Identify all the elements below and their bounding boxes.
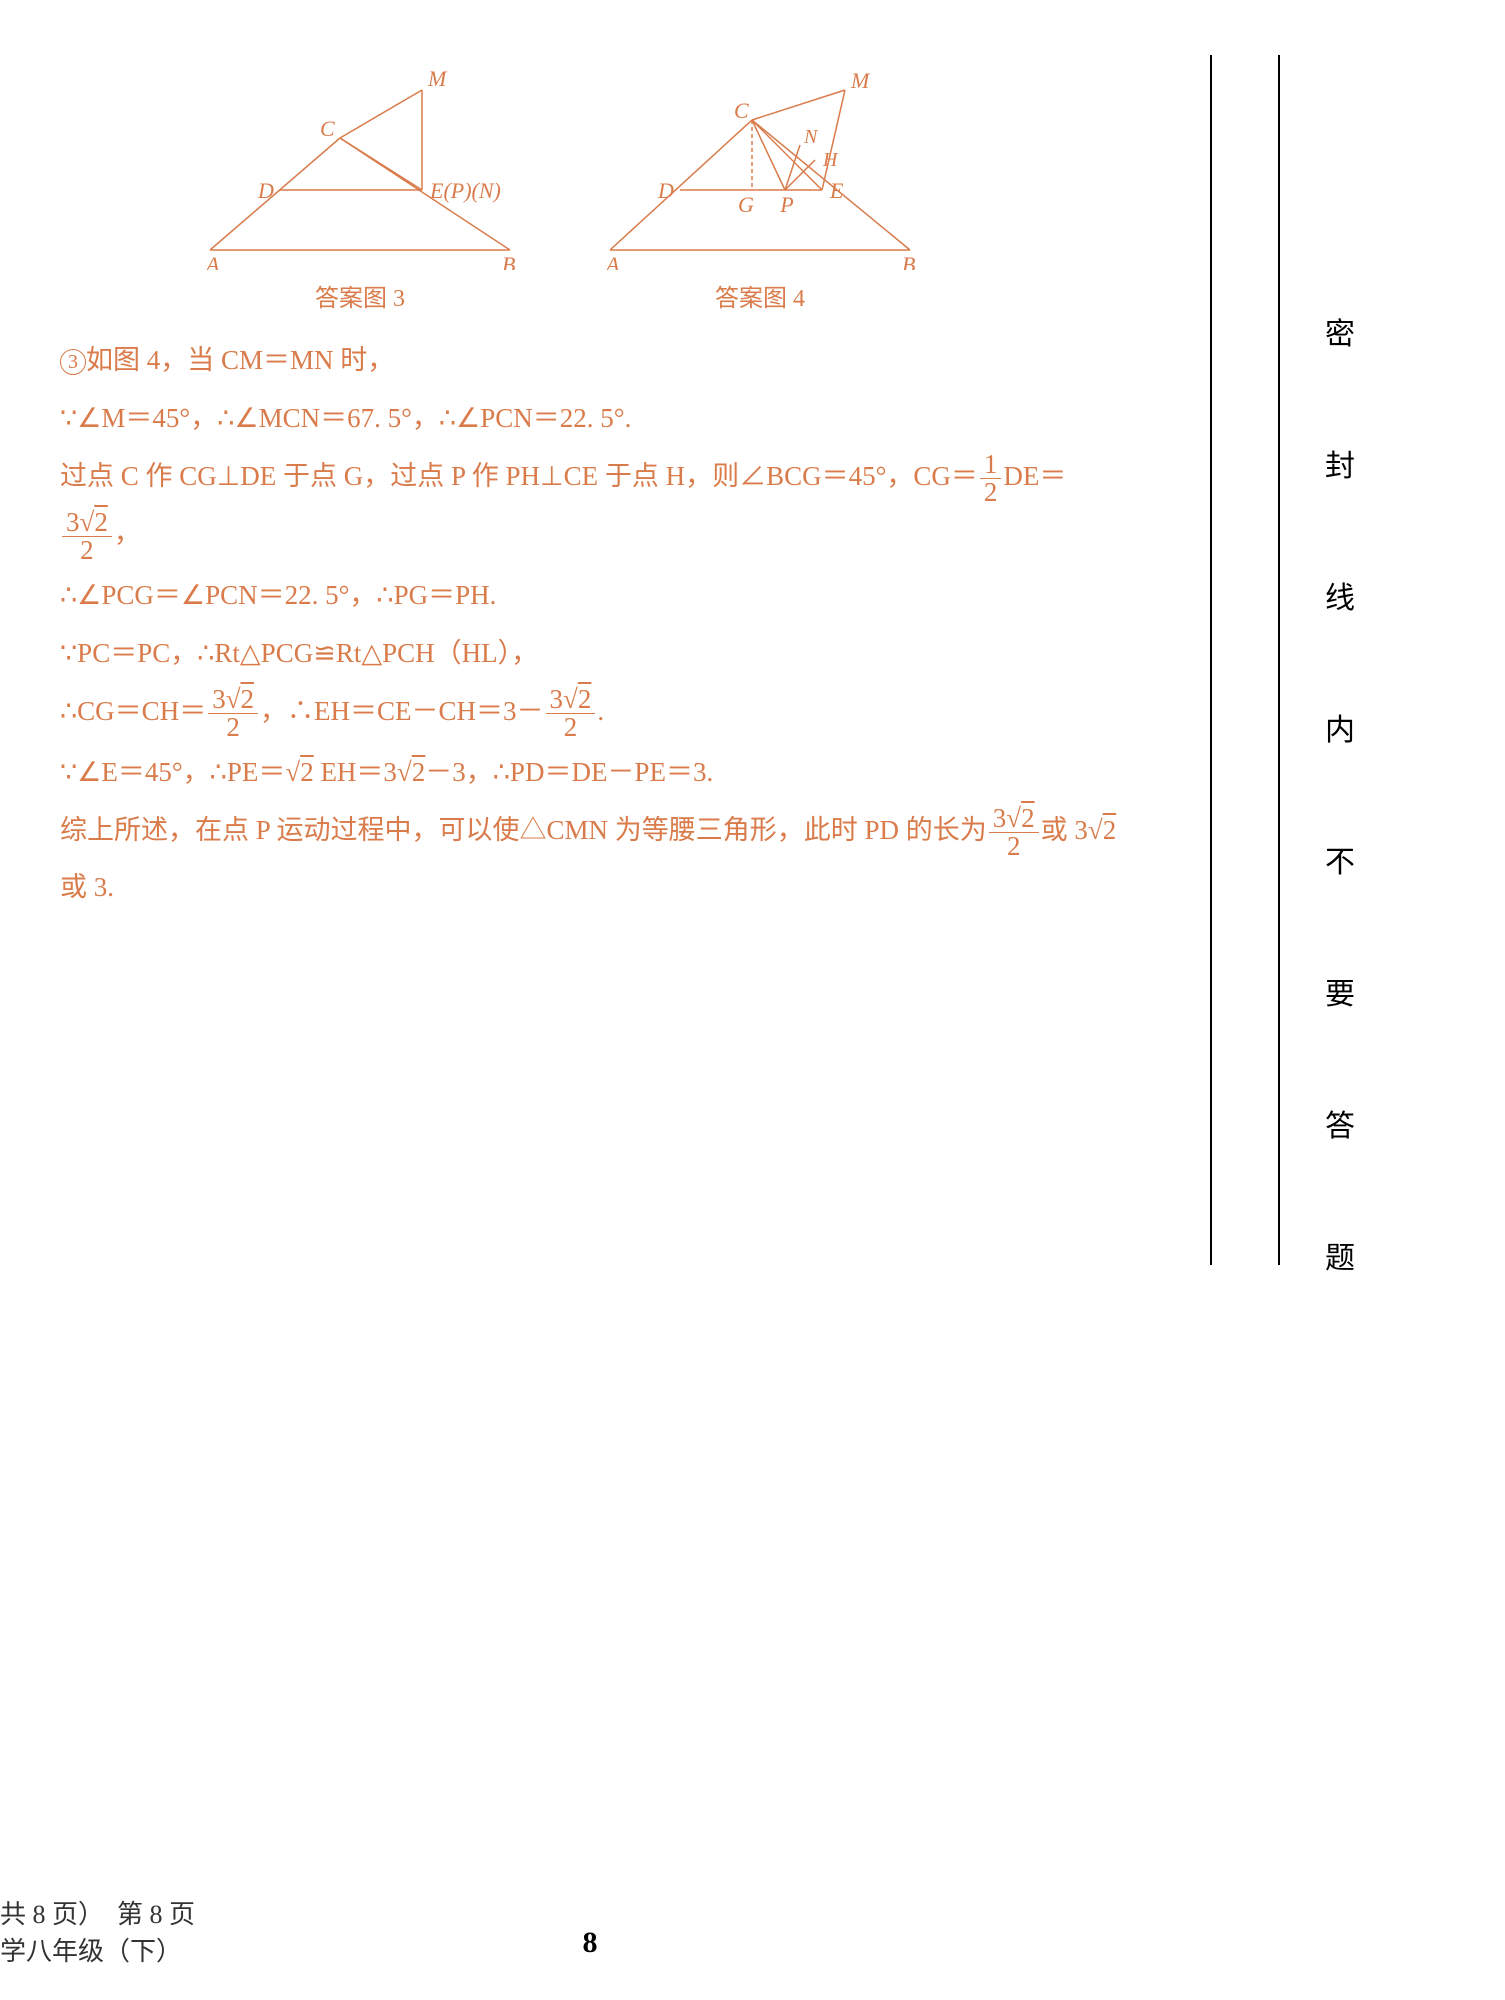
seal-char: 内 xyxy=(1320,716,1360,746)
solution-line: 综上所述，在点 P 运动过程中，可以使△CMN 为等腰三角形，此时 PD 的长为… xyxy=(60,803,1120,914)
solution-line: ∵PC＝PC，∴Rt△PCG≌Rt△PCH（HL）， xyxy=(60,626,1120,680)
seal-char: 线 xyxy=(1320,584,1360,614)
page-content: A B D E(P)(N) C M 答案图 3 A B D E GP C M NH 答案图 4 3如图 … xyxy=(0,0,1180,2000)
solution-line: ∴∠PCG＝∠PCN＝22. 5°，∴PG＝PH. xyxy=(60,568,1120,622)
svg-text:B: B xyxy=(502,252,515,270)
svg-text:H: H xyxy=(822,149,839,171)
seal-char: 封 xyxy=(1320,452,1360,482)
figures-row: A B D E(P)(N) C M 答案图 3 A B D E GP C M NH 答案图 4 xyxy=(200,60,1120,313)
svg-text:A: A xyxy=(204,252,220,270)
svg-text:C: C xyxy=(320,116,335,141)
fraction: 3√22 xyxy=(989,805,1039,860)
svg-text:E: E xyxy=(829,178,844,203)
seal-text: 密封线内不要答题 xyxy=(1320,320,1360,1376)
svg-text:C: C xyxy=(734,98,749,123)
figure-4: A B D E GP C M NH 答案图 4 xyxy=(600,60,920,313)
svg-text:P: P xyxy=(779,192,793,217)
svg-text:B: B xyxy=(902,252,915,270)
circled-3: 3 xyxy=(60,349,86,375)
figure-4-svg: A B D E GP C M NH xyxy=(600,60,920,270)
solution-line: 过点 C 作 CG⊥DE 于点 G，过点 P 作 PH⊥CE 于点 H，则∠BC… xyxy=(60,449,1120,564)
svg-text:M: M xyxy=(427,66,448,91)
figure-4-caption: 答案图 4 xyxy=(600,278,920,313)
seal-line-1 xyxy=(1210,55,1212,1265)
solution-line: ∵∠E＝45°，∴PE＝√2 EH＝3√2－3，∴PD＝DE－PE＝3. xyxy=(60,745,1120,799)
solution-line: ∵∠M＝45°，∴∠MCN＝67. 5°，∴∠PCN＝22. 5°. xyxy=(60,391,1120,445)
figure-3-svg: A B D E(P)(N) C M xyxy=(200,60,520,270)
seal-char: 不 xyxy=(1320,848,1360,878)
svg-text:D: D xyxy=(257,178,274,203)
svg-text:A: A xyxy=(604,252,620,270)
fraction: 12 xyxy=(980,451,1002,506)
seal-char: 要 xyxy=(1320,980,1360,1010)
solution-text: 3如图 4，当 CM＝MN 时，∵∠M＝45°，∴∠MCN＝67. 5°，∴∠P… xyxy=(60,333,1120,914)
svg-text:E(P)(N): E(P)(N) xyxy=(429,178,501,203)
fraction: 3√22 xyxy=(208,686,258,741)
page-number: 8 xyxy=(0,1926,1180,1960)
seal-line-2 xyxy=(1278,55,1280,1265)
seal-char: 密 xyxy=(1320,320,1360,350)
svg-text:M: M xyxy=(850,68,871,93)
seal-char: 题 xyxy=(1320,1244,1360,1274)
seal-char: 答 xyxy=(1320,1112,1360,1142)
figure-3: A B D E(P)(N) C M 答案图 3 xyxy=(200,60,520,313)
solution-line: 3如图 4，当 CM＝MN 时， xyxy=(60,333,1120,387)
svg-text:N: N xyxy=(803,126,819,148)
fraction: 3√22 xyxy=(62,509,112,564)
solution-line: ∴CG＝CH＝3√22，∴EH＝CE－CH＝3－3√22. xyxy=(60,684,1120,741)
svg-text:G: G xyxy=(738,192,754,217)
figure-3-caption: 答案图 3 xyxy=(200,278,520,313)
svg-text:D: D xyxy=(657,178,674,203)
seal-lines xyxy=(1210,55,1280,1265)
fraction: 3√22 xyxy=(546,686,596,741)
